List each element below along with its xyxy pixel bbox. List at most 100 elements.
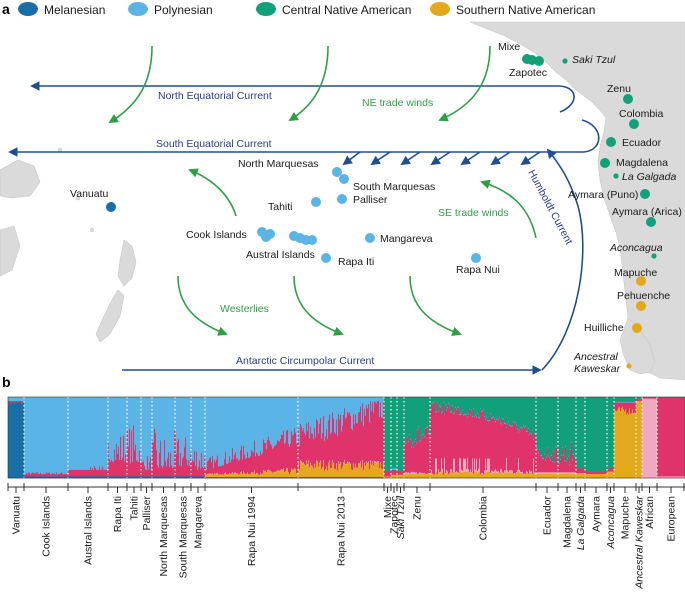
island (90, 228, 94, 232)
place-label-palliser: Palliser (353, 194, 388, 206)
axis-label-colombia: Colombia (478, 496, 490, 541)
marker-austral-islands (307, 235, 317, 245)
axis-label-mangareva: Mangareva (193, 496, 205, 549)
admixture-group-cook-islands (24, 397, 69, 479)
panel-label-b: b (2, 374, 11, 390)
north-equatorial-current-label: North Equatorial Current (158, 90, 272, 102)
marker-saki-tzul (562, 58, 568, 64)
axis-label-ecuador: Ecuador (542, 495, 554, 535)
place-label-ancestral-kaweskar: Ancestral Kaweskar (573, 351, 621, 375)
admixture-group-rapa-nui-2013 (298, 397, 385, 479)
current-branch-arrow (430, 151, 451, 166)
se-trade-wind-arrow (480, 179, 537, 239)
place-label-zenu: Zenu (607, 83, 631, 95)
admixture-group-north-marquesas (152, 397, 176, 479)
admixture-group-aymara (585, 397, 608, 479)
place-label-austral-islands: Austral Islands (246, 249, 315, 261)
westerlies-arrow (177, 275, 228, 336)
axis-label-rapa-iti: Rapa Iti (112, 496, 124, 532)
place-label-la-galgada: La Galgada (622, 171, 676, 183)
admixture-group-tahiti (127, 397, 142, 479)
legend-swatch-melanesian (18, 2, 38, 16)
ne-trade-wind-arrow (108, 45, 153, 123)
marker-ancestral-kaweskar (626, 363, 632, 369)
marker-aymara-arica (646, 217, 656, 227)
australia-landmass (0, 159, 41, 199)
admixture-bars (8, 397, 685, 479)
axis-label-mixe: Mixe (382, 496, 394, 518)
admixture-group-ecuador (536, 397, 559, 479)
axis-label-palliser: Palliser (141, 496, 153, 531)
patagonia-landmass (619, 317, 656, 375)
place-label-rapa-iti: Rapa Iti (338, 256, 374, 268)
admixture-panel: b Vanuatu Cook Islands Austral Islands Rapa… (2, 374, 685, 590)
place-label-ecuador: Ecuador (622, 137, 662, 149)
admixture-axis: Vanuatu Cook Islands Austral Islands Rapa I… (7, 483, 685, 590)
marker-huilliche (632, 323, 642, 333)
marker-north-marquesas (332, 167, 342, 177)
admixture-group-vanuatu (8, 397, 25, 479)
admixture-group-mapuche (614, 397, 637, 479)
wind-arrows (108, 45, 537, 336)
marker-cook-islands (265, 229, 275, 239)
westerlies-label: Westerlies (220, 303, 269, 315)
place-label-saki-tzul: Saki Tzul (572, 54, 616, 66)
axis-label-cook-islands: Cook Islands (41, 496, 53, 557)
legend-label-southern-native-american: Southern Native American (456, 3, 595, 17)
legend-label-central-native-american: Central Native American (282, 3, 411, 17)
axis-label-ancestral-kaweskar: Ancestral Kaweskar (634, 496, 646, 590)
current-branch-arrow (400, 151, 421, 166)
admixture-group-palliser (141, 397, 153, 479)
axis-label-rapa-nui-1994: Rapa Nui 1994 (246, 496, 258, 566)
axis-label-north-marquesas: North Marquesas (158, 496, 170, 577)
place-label-vanuatu: Vanuatu (70, 188, 108, 200)
admixture-group-rapa-iti (108, 397, 128, 479)
australia-landmass-south (0, 225, 21, 277)
axis-label-aymara: Aymara (591, 496, 603, 532)
marker-pehuenche (636, 301, 646, 311)
antarctic-current-label: Antarctic Circumpolar Current (236, 355, 374, 367)
place-label-tahiti: Tahiti (268, 201, 293, 213)
place-label-north-marquesas: North Marquesas (238, 158, 319, 170)
marker-tahiti (311, 197, 321, 207)
south-equatorial-current-arrow (8, 119, 600, 157)
se-trade-wind-arrow (188, 168, 237, 217)
ne-trade-wind-arrow (288, 45, 329, 122)
current-branch-arrow (490, 151, 511, 166)
marker-palliser (337, 194, 347, 204)
admixture-group-european (657, 397, 685, 479)
admixture-group-ancestral-kaweskar (636, 397, 643, 479)
marker-rapa-iti (321, 253, 331, 263)
place-label-mixe: Mixe (498, 41, 520, 53)
admixture-group-colombia (430, 397, 537, 479)
marker-north-marquesas (339, 174, 349, 184)
axis-label-saki-tzul: Saki Tzul (395, 495, 407, 539)
ne-trade-wind-arrow (438, 45, 491, 122)
place-label-zapotec: Zapotec (509, 67, 547, 79)
admixture-group-african (642, 397, 658, 479)
marker-aconcagua (651, 253, 657, 259)
current-branch-arrow (342, 151, 361, 166)
legend-label-polynesian: Polynesian (154, 3, 213, 17)
new-zealand-south (95, 289, 125, 343)
place-label-huilliche: Huilliche (584, 322, 624, 334)
axis-label-zapotec: Zapotec (389, 496, 401, 534)
place-labels: Vanuatu North Marquesas South Marquesas Tah… (70, 41, 682, 375)
axis-label-austral-islands: Austral Islands (83, 496, 95, 565)
map-panel: North Equatorial Current South Equatoria… (0, 1, 685, 381)
island (75, 195, 81, 201)
axis-label-african: African (644, 496, 656, 529)
current-branch-arrow (520, 151, 541, 166)
place-label-mapuche: Mapuche (614, 267, 657, 279)
westerlies-arrow (409, 275, 462, 336)
legend-label-melanesian: Melanesian (44, 3, 105, 17)
axis-label-european: European (666, 496, 678, 542)
americas-landmass (469, 21, 685, 381)
place-label-cook-islands: Cook Islands (186, 229, 247, 241)
axis-label-zenu: Zenu (412, 496, 424, 520)
marker-aymara-puno (640, 189, 650, 199)
humboldt-current-arrow (541, 148, 584, 371)
legend-swatch-southern-native-american (430, 2, 450, 16)
marker-mapuche (636, 276, 646, 286)
